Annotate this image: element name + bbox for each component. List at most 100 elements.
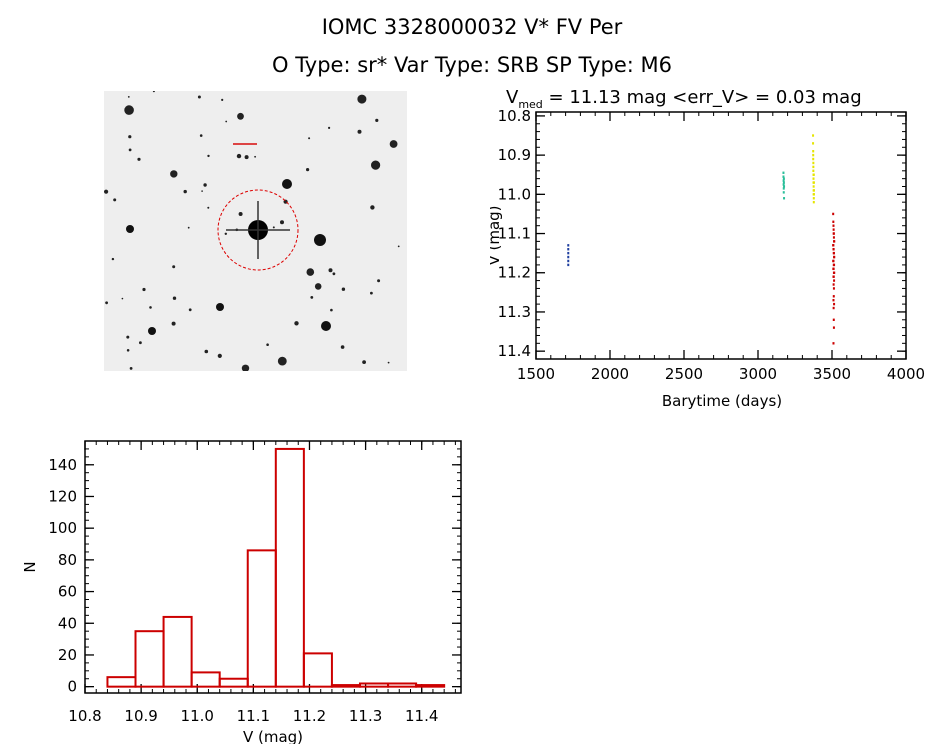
x-tick-label: 2000 [591, 365, 629, 383]
x-tick-label: 11.1 [237, 707, 270, 725]
data-point-red [832, 326, 835, 329]
data-point-cyan [782, 183, 785, 186]
data-point-yellow [812, 150, 815, 153]
x-tick-label: 3500 [813, 365, 851, 383]
x-axis-label: Barytime (days) [662, 392, 782, 410]
y-tick-label: 11.3 [498, 303, 531, 321]
data-point-yellow [812, 197, 815, 200]
x-axis-label: V (mag) [243, 728, 303, 744]
light-curve-title: Vmed = 11.13 mag <err_V> = 0.03 mag [506, 87, 862, 111]
y-tick-label: 11.1 [498, 225, 531, 243]
histogram-bar [190, 671, 221, 688]
x-tick-label: 10.9 [124, 707, 157, 725]
data-point-cyan [782, 177, 785, 180]
data-point-blue [567, 244, 570, 247]
data-point-red [832, 275, 835, 278]
histogram-bar [274, 447, 305, 688]
histogram-bar [106, 676, 137, 688]
data-point-blue [567, 255, 570, 259]
data-point-red [833, 255, 836, 259]
data-point-blue [567, 259, 570, 263]
data-point-red [832, 342, 835, 345]
y-tick-label: 10.9 [498, 146, 531, 164]
y-tick-label: 140 [48, 456, 77, 474]
histogram-bar [415, 684, 446, 688]
data-point-red [832, 244, 835, 247]
data-point-blue [567, 251, 570, 255]
y-axis-label: V (mag) [490, 205, 503, 265]
data-point-red [832, 298, 835, 302]
light-curve-title-v: V [506, 87, 519, 108]
data-point-blue [567, 263, 570, 267]
data-point-red [832, 283, 835, 286]
data-point-red [832, 259, 835, 263]
data-point-blue [567, 248, 570, 251]
data-point-yellow [812, 161, 815, 165]
light-curve-chart: Vmed = 11.13 mag <err_V> = 0.03 mag 1500… [490, 87, 925, 410]
target-star [226, 201, 290, 259]
data-point-red [832, 306, 835, 310]
x-tick-label: 4000 [887, 365, 925, 383]
data-point-yellow [812, 134, 815, 137]
data-point-cyan [782, 187, 785, 190]
plot-frame [84, 440, 462, 694]
y-tick-label: 60 [58, 583, 77, 601]
x-tick-label: 10.8 [68, 707, 101, 725]
data-point-yellow [812, 173, 815, 176]
plot-title: IOMC 3328000032 V* FV Per [321, 15, 623, 39]
light-curve-title-rest: = 11.13 mag <err_V> = 0.03 mag [543, 87, 862, 108]
data-point-red [832, 295, 835, 298]
data-point-cyan [782, 179, 785, 182]
star-field [104, 91, 400, 371]
data-point-yellow [812, 189, 815, 192]
data-point-red [832, 232, 835, 235]
data-point-red [833, 240, 836, 243]
y-tick-label: 100 [48, 519, 77, 537]
y-tick-label: 0 [67, 678, 77, 696]
y-tick-label: 40 [58, 614, 77, 632]
histogram-bar [302, 652, 333, 688]
x-tick-label: 1500 [517, 365, 555, 383]
data-point-yellow [812, 181, 815, 184]
histogram-bar [387, 682, 418, 688]
data-point-yellow [812, 165, 815, 169]
aperture-circle [217, 189, 299, 271]
y-tick-label: 10.8 [498, 107, 531, 125]
x-tick-label: 11.0 [181, 707, 214, 725]
data-point-red [832, 287, 835, 290]
sky-image [104, 91, 407, 371]
y-tick-label: 11.2 [498, 264, 531, 282]
data-point-yellow [812, 185, 815, 188]
histogram-bar [246, 549, 277, 688]
histogram-bar [162, 615, 193, 688]
data-point-red [832, 228, 835, 231]
data-point-yellow [812, 153, 815, 157]
x-tick-label: 11.2 [293, 707, 326, 725]
data-point-cyan [782, 191, 785, 194]
data-point-red [832, 236, 835, 239]
data-point-cyan [783, 197, 786, 200]
histogram-bar [330, 684, 361, 688]
data-point-red [832, 212, 835, 216]
data-point-yellow [812, 200, 815, 204]
data-point-red [832, 248, 835, 251]
x-tick-label: 11.4 [405, 707, 438, 725]
histogram-bar [218, 677, 249, 688]
y-tick-label: 20 [58, 646, 77, 664]
y-tick-label: 11.0 [498, 185, 531, 203]
image-annotation [233, 143, 257, 145]
data-point-yellow [812, 142, 815, 145]
x-tick-label: 3000 [739, 365, 777, 383]
data-point-cyan [782, 171, 785, 174]
light-curve-title-subscript: med [518, 98, 542, 111]
histogram-bar [358, 682, 390, 688]
data-point-yellow [812, 193, 815, 196]
data-point-red [833, 279, 836, 282]
data-point-red [832, 220, 835, 223]
data-point-red [833, 271, 836, 274]
plot-frame [535, 111, 907, 360]
data-point-red [832, 224, 835, 227]
data-point-red [832, 267, 835, 271]
y-tick-label: 80 [58, 551, 77, 569]
data-point-yellow [812, 157, 815, 161]
